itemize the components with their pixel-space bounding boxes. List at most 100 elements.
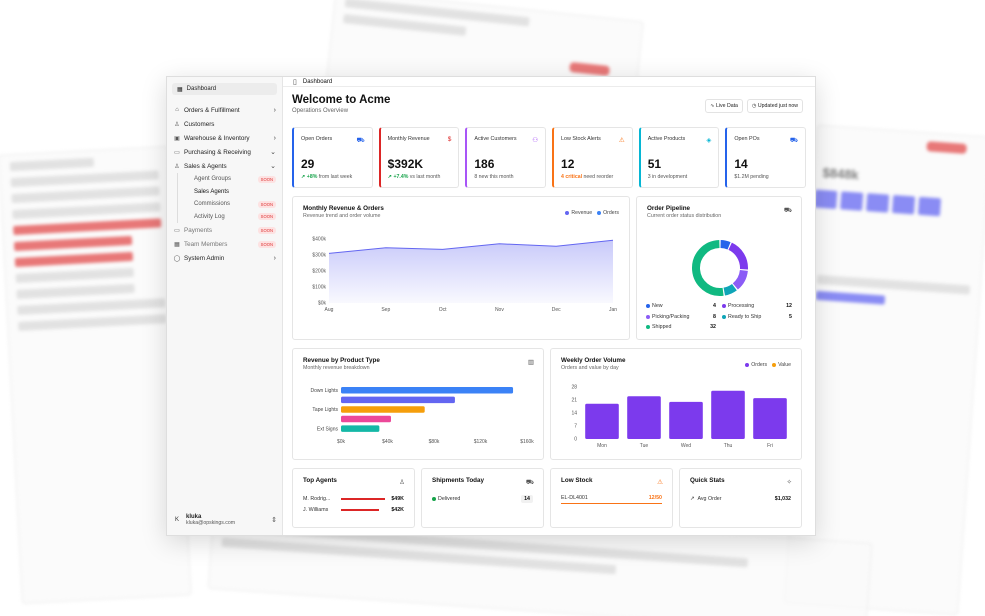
category-label: Down Lights [310,388,338,394]
pipeline-item-new: New 4 [646,301,716,312]
dashboard-content: Welcome to Acme Operations Overview ∿ Li… [283,87,815,535]
kpi-value: 29 [301,157,315,171]
sidebar-sub-agent-groups[interactable]: Agent Groups SOON [177,173,282,186]
y-tick-label: 28 [571,385,577,391]
sku-label: EL-DL4001 [561,495,588,501]
x-tick-label: Nov [495,307,504,313]
sidebar-item-system-admin[interactable]: ◯ System Admin › [167,251,282,265]
kpi-low-stock[interactable]: Low Stock Alerts ⚠ 12 4 critical need re… [552,127,633,188]
y-tick-label: 14 [571,411,577,417]
live-data-button[interactable]: ∿ Live Data [705,99,743,113]
sidebar-item-orders[interactable]: ⌂ Orders & Fulfillment › [167,103,282,117]
soon-badge: SOON [257,200,276,208]
sidebar-sub-sales-agents[interactable]: Sales Agents [177,185,282,198]
orders-bar [669,401,703,439]
donut-slice-0 [720,240,731,250]
chevron-down-icon: ⌄ [270,149,276,156]
pipeline-label: Processing [728,303,755,310]
sidebar-item-label: Team Members [184,240,228,248]
sidebar-item-label: Purchasing & Receiving [184,148,251,156]
clock-icon: ◷ [751,103,758,109]
kpi-label: Open POs [734,136,760,142]
x-tick-label: Dec [552,307,561,313]
card-title: Top Agents [303,477,337,484]
card-subtitle: Orders and value by day [561,365,619,371]
shipment-value: 14 [521,494,533,503]
warning-icon: ⚠ [657,479,663,486]
kpi-trend: 4 critical [561,174,583,180]
topbar: ▯ Dashboard [283,77,815,87]
sidebar-sub-activity-log[interactable]: Activity Log SOON [177,210,282,223]
agent-name: J. Williams [303,506,329,513]
pipeline-value: 8 [713,313,716,320]
user-menu[interactable]: K kluka kluka@opskings.com ⇕ [172,511,277,529]
sidebar-sub-label: Sales Agents [194,188,230,195]
legend-label: Orders [751,362,768,368]
kpi-note: 8 new this month [474,174,514,180]
legend-label: Value [778,362,791,368]
sidebar-item-warehouse[interactable]: ▣ Warehouse & Inventory › [167,131,282,145]
credit-card-icon: ▭ [174,227,180,234]
orders-bar [711,390,745,439]
x-tick-label: $0k [337,439,346,445]
dashboard-grid-icon: ▦ [177,86,183,93]
warning-icon: ⚠ [618,137,625,144]
legend-label: Orders [603,210,619,216]
x-tick-label: $40k [382,439,393,445]
product-bar [341,406,425,413]
category-label: Ext Signs [317,426,339,432]
card-subtitle: Monthly revenue breakdown [303,365,370,371]
low-stock-row[interactable]: EL-DL4001 12/50 [561,493,662,504]
sidebar-item-sales-agents[interactable]: ♙ Sales & Agents ⌄ [167,159,282,173]
card-title: Quick Stats [690,477,725,484]
stat-label: Avg Order [697,495,722,502]
stock-value: 12/50 [648,495,662,501]
y-tick-label: $0k [318,301,327,307]
chevron-right-icon: › [273,134,276,142]
shipment-label: Delivered [438,495,461,502]
sidebar-item-purchasing[interactable]: ▭ Purchasing & Receiving ⌄ [167,145,282,159]
sidebar-item-payments[interactable]: ▭ Payments SOON [167,223,282,237]
sidebar-item-team-members[interactable]: ▦ Team Members SOON [167,237,282,251]
orders-bar [627,396,661,439]
agent-row[interactable]: J. Williams $42K [303,504,404,515]
sidebar-item-label: Sales & Agents [184,162,227,170]
kpi-open-pos[interactable]: Open POs ⛟ 14 $1.2M pending [725,127,807,188]
donut-slice-2 [732,269,748,290]
product-bar [341,387,514,394]
updated-button[interactable]: ◷ Updated just now [746,99,803,113]
sidebar: ▦ Dashboard ⌂ Orders & Fulfillment › ♙ Cust… [167,77,283,535]
agent-value: $42K [391,506,404,513]
sidebar-header[interactable]: ▦ Dashboard [172,83,277,95]
legend-orders: Orders [597,210,619,216]
kpi-open-orders[interactable]: Open Orders ⛟ 29 ↗ +8% from last week [292,127,373,188]
orders-bar [585,403,619,439]
product-revenue-card: Revenue by Product Type Monthly revenue … [292,348,544,460]
agent-row[interactable]: M. Rodrig... $49K [303,493,404,504]
kpi-note: vs last month [408,174,441,180]
pipeline-label: Ready to Ship [728,313,762,320]
x-tick-label: Tue [640,443,649,449]
sidebar-sub-commissions[interactable]: Commissions SOON [177,198,282,211]
legend-value: Value [772,362,791,368]
legend-orders: Orders [745,362,767,368]
x-tick-label: Aug [325,307,334,313]
stat-value: $1,032 [774,495,791,502]
kpi-active-products[interactable]: Active Products ◈ 51 3 in development [638,127,720,188]
donut-slice-1 [728,242,748,270]
pipeline-item-ready: Ready to Ship 5 [722,312,792,323]
shipments-card: Shipments Today ⛟ Delivered 14 [421,468,544,528]
kpi-monthly-revenue[interactable]: Monthly Revenue $ $392K ↗ +7.4% vs last … [378,127,460,188]
orders-bar [753,398,787,439]
sidebar-item-customers[interactable]: ♙ Customers [167,117,282,131]
x-tick-label: Oct [439,307,447,313]
y-tick-label: 0 [574,437,577,443]
kpi-active-customers[interactable]: Active Customers ⚇ 186 8 new this month [465,127,547,188]
agents-icon: ♙ [174,163,180,170]
x-tick-label: $120k [474,439,488,445]
chevron-right-icon: › [273,254,276,262]
revenue-chart-card: Monthly Revenue & Orders Revenue trend a… [292,196,630,340]
kpi-value: $392K [387,157,424,171]
chevron-right-icon: › [273,106,276,114]
sidebar-toggle-icon[interactable]: ▯ [293,78,297,86]
